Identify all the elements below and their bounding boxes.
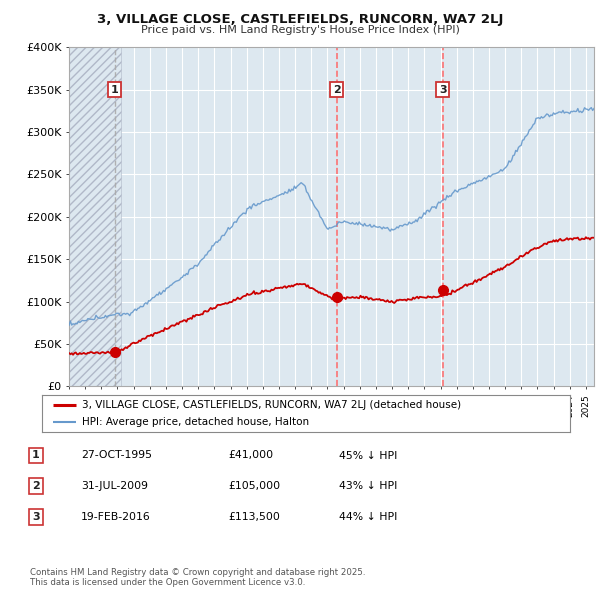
Text: Price paid vs. HM Land Registry's House Price Index (HPI): Price paid vs. HM Land Registry's House … xyxy=(140,25,460,35)
Text: Contains HM Land Registry data © Crown copyright and database right 2025.
This d: Contains HM Land Registry data © Crown c… xyxy=(30,568,365,587)
Text: 31-JUL-2009: 31-JUL-2009 xyxy=(81,481,148,491)
Text: £105,000: £105,000 xyxy=(228,481,280,491)
Text: 2: 2 xyxy=(333,84,341,94)
Text: 45% ↓ HPI: 45% ↓ HPI xyxy=(339,451,397,460)
Text: 3, VILLAGE CLOSE, CASTLEFIELDS, RUNCORN, WA7 2LJ (detached house): 3, VILLAGE CLOSE, CASTLEFIELDS, RUNCORN,… xyxy=(82,400,461,409)
Text: 2: 2 xyxy=(32,481,40,491)
Text: 19-FEB-2016: 19-FEB-2016 xyxy=(81,512,151,522)
Text: 44% ↓ HPI: 44% ↓ HPI xyxy=(339,512,397,522)
Text: 3: 3 xyxy=(439,84,446,94)
Text: HPI: Average price, detached house, Halton: HPI: Average price, detached house, Halt… xyxy=(82,417,309,427)
Text: 1: 1 xyxy=(32,451,40,460)
Text: 27-OCT-1995: 27-OCT-1995 xyxy=(81,451,152,460)
Text: 3, VILLAGE CLOSE, CASTLEFIELDS, RUNCORN, WA7 2LJ: 3, VILLAGE CLOSE, CASTLEFIELDS, RUNCORN,… xyxy=(97,13,503,26)
Text: £113,500: £113,500 xyxy=(228,512,280,522)
Text: 1: 1 xyxy=(110,84,118,94)
Text: 43% ↓ HPI: 43% ↓ HPI xyxy=(339,481,397,491)
Text: 3: 3 xyxy=(32,512,40,522)
Text: £41,000: £41,000 xyxy=(228,451,273,460)
